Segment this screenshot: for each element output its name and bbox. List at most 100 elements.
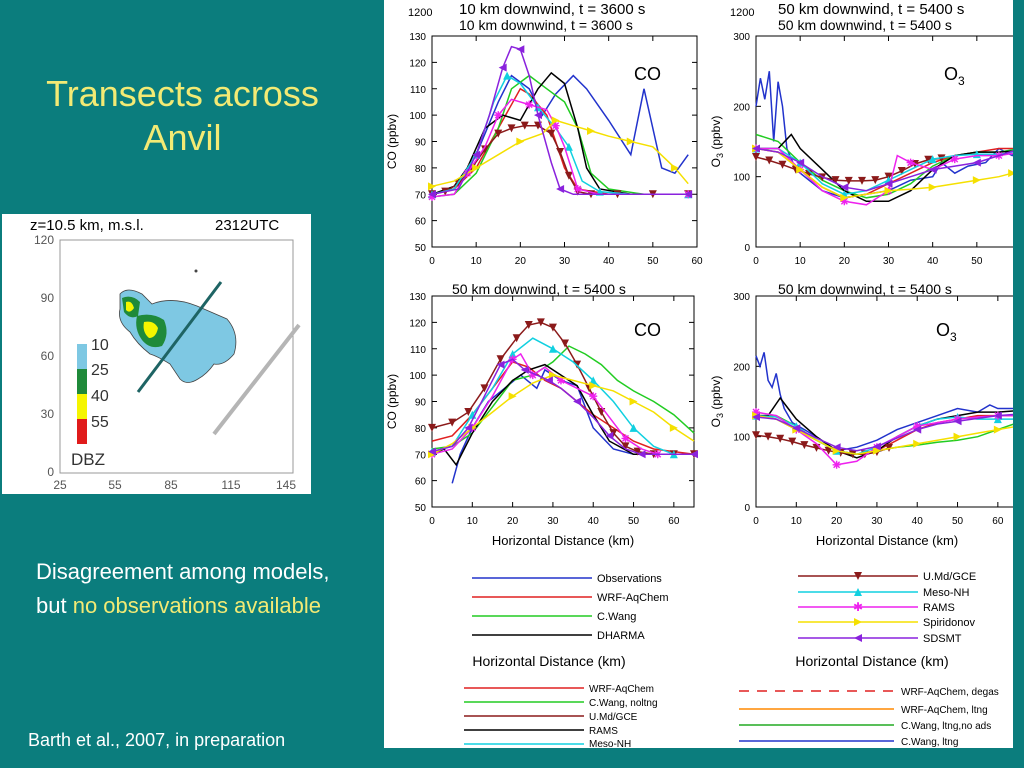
x-tick-label: 10: [795, 256, 807, 267]
data-marker: [508, 350, 517, 359]
legend-lower-right: WRF-AqChem, degas WRF-AqChem, ltng C.Wan…: [739, 687, 999, 748]
series-line: [431, 374, 695, 455]
data-marker: [872, 446, 881, 455]
data-marker: [805, 169, 813, 178]
data-marker: [551, 121, 560, 130]
chart-annotation: O3: [944, 64, 965, 88]
y-tick-label: 100: [409, 111, 426, 122]
clipped-axis-label: 1200: [730, 7, 754, 19]
series-c-wang: [756, 414, 1013, 456]
series-c-wang: [431, 345, 695, 450]
y-tick-label: 120: [409, 318, 426, 329]
series-line: [431, 119, 689, 188]
data-marker: [587, 126, 595, 135]
series-sdsmt: [428, 358, 698, 459]
y-tick-label: 90: [415, 138, 427, 149]
clipped-axis-label: 1200: [408, 7, 432, 19]
radar-scale-swatch: [77, 344, 87, 369]
data-marker: [840, 193, 849, 202]
legend-label: Observations: [597, 573, 662, 585]
radar-xtick: 115: [221, 478, 240, 492]
data-marker: [752, 144, 760, 153]
radar-ytick: 0: [47, 465, 54, 479]
y-tick-label: 300: [733, 292, 750, 303]
x-axis-label: Horizontal Distance (km): [816, 533, 958, 548]
description-text: Disagreement among models, but no observ…: [36, 555, 366, 623]
data-marker: [928, 155, 937, 164]
data-marker: [626, 137, 635, 146]
y-tick-label: 100: [733, 433, 750, 444]
data-marker: [800, 441, 809, 450]
legend-label: Meso-NH: [589, 739, 631, 748]
radar-scale-swatch: [77, 394, 87, 419]
chart-title: 10 km downwind, t = 3600 s: [459, 17, 633, 33]
data-marker: [788, 437, 797, 446]
data-marker: [520, 365, 529, 374]
x-tick-label: 20: [515, 256, 527, 267]
data-marker: [752, 431, 760, 440]
legend-marker: [854, 572, 862, 580]
figure-svg: 1200 10 km downwind, t = 3600 s 1200 50 …: [385, 1, 1013, 748]
y-axis-label: CO (ppbv): [385, 374, 399, 429]
x-tick-label: 20: [507, 516, 519, 527]
x-tick-label: 40: [912, 516, 924, 527]
data-marker: [464, 423, 473, 432]
data-marker: [765, 156, 774, 165]
legend-label: DHARMA: [597, 630, 645, 642]
legend-label: C.Wang: [597, 611, 636, 623]
data-marker: [605, 431, 614, 440]
y-tick-label: 60: [415, 477, 427, 488]
data-marker: [454, 179, 463, 188]
data-marker: [832, 446, 841, 455]
radar-scale-label: 55: [91, 414, 109, 431]
x-tick-label: 10: [471, 256, 483, 267]
radar-header-right: 2312UTC: [215, 217, 279, 234]
series-line: [431, 345, 695, 450]
x-tick-label: 0: [753, 516, 759, 527]
data-marker: [564, 171, 573, 180]
legend-label: Meso-NH: [923, 587, 970, 599]
data-marker: [993, 425, 1002, 434]
radar-speck: [194, 269, 198, 273]
data-marker: [496, 360, 505, 369]
chart-title: 50 km downwind, t = 5400 s: [778, 17, 952, 33]
radar-xtick: 145: [276, 478, 296, 492]
data-marker: [544, 376, 553, 385]
data-marker: [589, 376, 598, 385]
data-marker: [1008, 169, 1013, 178]
legend-label: C.Wang, noltng: [589, 698, 658, 709]
legend-label: C.Wang, ltng,no ads: [901, 721, 991, 732]
y-tick-label: 100: [409, 371, 426, 382]
radar-echo-10dbz: [119, 289, 237, 383]
y-tick-label: 70: [415, 450, 427, 461]
data-marker: [844, 176, 853, 185]
data-marker: [928, 165, 937, 174]
x-tick-label: 30: [559, 256, 571, 267]
series-line: [431, 352, 694, 456]
y-axis-label: CO (ppbv): [385, 114, 399, 169]
y-tick-label: 200: [733, 102, 750, 113]
data-marker: [832, 460, 841, 469]
radar-ytick: 90: [41, 291, 55, 305]
data-marker: [498, 63, 507, 72]
data-marker: [512, 334, 521, 343]
data-marker: [832, 443, 841, 452]
radar-svg: z=10.5 km, m.s.l. 2312UTC 120 90 60 30 0…: [30, 217, 301, 492]
x-tick-label: 40: [603, 256, 615, 267]
data-marker: [792, 424, 801, 433]
data-marker: [831, 176, 840, 185]
data-marker: [913, 425, 922, 434]
y-tick-label: 70: [415, 190, 427, 201]
data-marker: [684, 190, 693, 199]
legend-marker: [854, 588, 862, 596]
y-tick-label: 60: [415, 217, 427, 228]
x-tick-label: 10: [467, 516, 479, 527]
data-marker: [953, 417, 962, 426]
radar-echo-40dbz: [143, 321, 158, 338]
data-marker: [551, 116, 560, 125]
legend-label: SDSMT: [923, 633, 962, 645]
data-marker: [752, 152, 760, 161]
y-tick-label: 110: [410, 345, 426, 356]
series-sdsmt: [752, 411, 1013, 452]
plot-frame: [755, 295, 1013, 508]
